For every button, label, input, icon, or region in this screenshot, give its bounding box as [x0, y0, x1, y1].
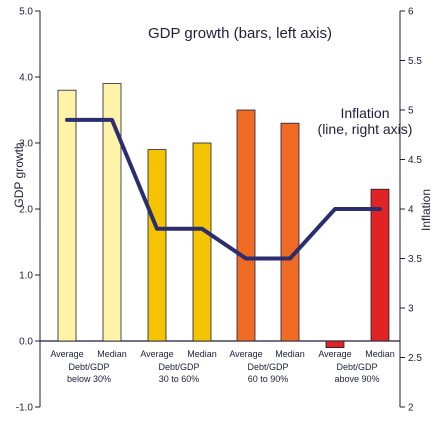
y-tick-label-left: -1.0 — [16, 403, 34, 414]
category-label-3: Average — [140, 349, 173, 359]
group-label-line2-1: below 30% — [67, 374, 111, 384]
inflation-point-2 — [110, 118, 114, 122]
inflation-point-5 — [244, 257, 248, 260]
inflation-annotation-line2: (line, right axis) — [318, 121, 413, 137]
category-label-4: Median — [187, 349, 217, 359]
group-label-line2-3: 60 to 90% — [248, 374, 289, 384]
category-label-6: Median — [275, 349, 305, 359]
category-label-5: Average — [229, 349, 262, 359]
category-label-2: Median — [97, 349, 127, 359]
group-label-line1-4: Debt/GDP — [336, 362, 377, 372]
inflation-point-4 — [200, 227, 204, 231]
inflation-point-1 — [65, 118, 69, 122]
category-label-1: Average — [50, 349, 83, 359]
y-tick-label-right: 2 — [408, 403, 414, 414]
bar-layer — [57, 83, 390, 348]
gdp-bar-1 — [57, 89, 77, 342]
y-tick-label-right: 5 — [408, 106, 414, 117]
label-layer: -1.0 0.0 1.0 2.0 3.0 4.0 5.0 2 2.5 3 3.5 4 4.5 5 5.5 6 A… — [16, 7, 423, 414]
group-label-line2-4: above 90% — [334, 374, 379, 384]
gdp-bar-3 — [147, 149, 167, 342]
y-tick-label-right: 2.5 — [408, 353, 422, 364]
y-tick-label-right: 5.5 — [408, 56, 422, 67]
y-tick-label-left: 5.0 — [19, 7, 33, 18]
group-label-line1-1: Debt/GDP — [68, 362, 109, 372]
y-tick-label-right: 6 — [408, 7, 414, 18]
gdp-bar-8 — [370, 188, 390, 342]
gdp-bar-6 — [280, 122, 300, 342]
category-label-8: Median — [365, 349, 395, 359]
gdp-bar-2 — [102, 83, 122, 342]
y-tick-label-right: 3.5 — [408, 254, 422, 265]
group-label-line1-3: Debt/GDP — [247, 362, 288, 372]
inflation-point-3 — [155, 227, 159, 231]
inflation-annotation-line1: Inflation — [340, 105, 389, 121]
y-tick-label-right: 4.5 — [408, 155, 422, 166]
inflation-point-8 — [378, 207, 382, 211]
category-label-7: Average — [318, 349, 351, 359]
y-tick-label-left: 0.0 — [19, 337, 33, 348]
y-tick-label-left: 4.0 — [19, 73, 33, 84]
group-label-line1-2: Debt/GDP — [158, 362, 199, 372]
inflation-line — [65, 117, 382, 261]
y-axis-title-right: Inflation — [419, 189, 433, 231]
y-tick-label-left: 3.0 — [19, 139, 33, 150]
y-tick-label-right: 4 — [408, 205, 414, 216]
y-tick-label-right: 3 — [408, 304, 414, 315]
chart-title: GDP growth (bars, left axis) — [148, 25, 332, 42]
y-tick-label-left: 2.0 — [19, 205, 33, 216]
group-label-line2-2: 30 to 60% — [159, 374, 200, 384]
inflation-point-7 — [333, 207, 337, 211]
inflation-point-6 — [288, 257, 292, 260]
line-layer — [65, 117, 382, 261]
y-axis-title-left: GDP growth — [12, 142, 26, 207]
gdp-bar-7 — [325, 340, 345, 348]
gdp-bar-5 — [236, 109, 256, 342]
y-tick-label-left: 1.0 — [19, 271, 33, 282]
gdp-bar-4 — [192, 142, 212, 342]
